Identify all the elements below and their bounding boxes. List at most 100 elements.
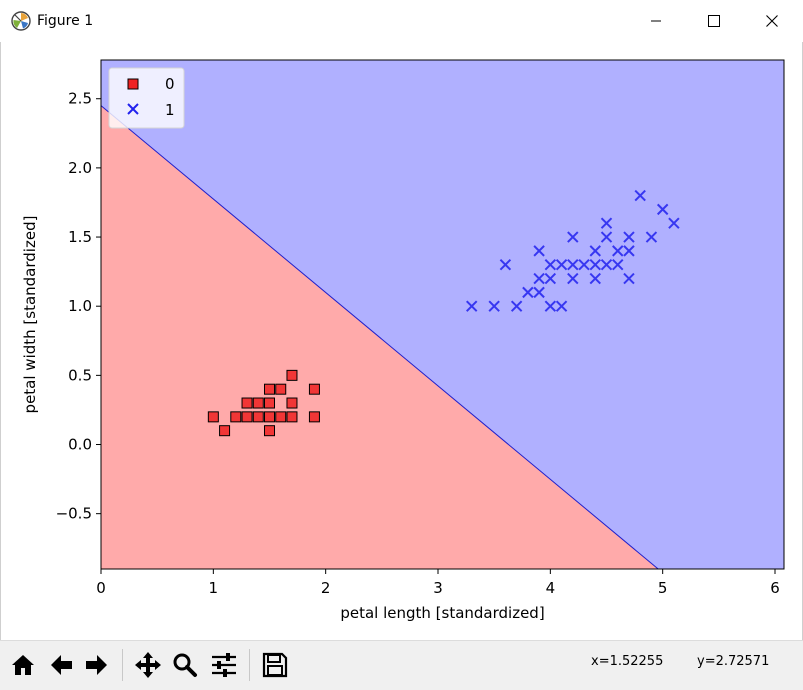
x-axis-ticks: 0 1 2 3 4 5 6 [96, 569, 780, 597]
cursor-y-readout: y=2.72571 [697, 654, 770, 669]
y-axis-label: petal width [standardized] [21, 216, 39, 414]
data-point-class-1 [623, 245, 635, 257]
data-point-class-0 [264, 397, 276, 409]
data-point-class-1 [499, 258, 512, 271]
legend-marker-square [127, 78, 139, 90]
save-button[interactable] [259, 648, 291, 682]
arrow-right-icon [86, 655, 107, 675]
y-tick-label: 0.5 [68, 366, 92, 384]
toolbar-separator [249, 649, 250, 681]
data-point-class-0 [286, 369, 298, 381]
title-bar: Figure 1 [0, 0, 803, 42]
minimize-button[interactable] [627, 0, 685, 42]
data-point-class-1 [600, 231, 613, 243]
data-point-class-0 [308, 383, 320, 395]
home-button[interactable] [7, 648, 39, 682]
decision-boundary-line [100, 105, 659, 570]
data-point-class-1 [567, 231, 579, 243]
close-button[interactable] [743, 0, 801, 42]
data-point-class-1 [522, 286, 534, 299]
axes-frame [100, 59, 785, 570]
data-point-class-0 [264, 383, 276, 395]
data-point-class-1 [600, 217, 613, 229]
configure-subplots-button[interactable] [208, 648, 240, 682]
data-point-class-0 [207, 411, 219, 423]
sliders-icon [212, 653, 236, 677]
data-point-class-1 [533, 272, 545, 285]
data-point-class-1 [600, 258, 613, 271]
data-point-class-1 [465, 300, 478, 312]
data-point-class-0 [286, 411, 298, 423]
pan-button[interactable] [132, 648, 164, 682]
x-tick-label: 5 [658, 579, 668, 597]
maximize-icon [708, 15, 720, 27]
x-tick-label: 4 [546, 579, 556, 597]
x-axis-label: petal length [standardized] [340, 604, 544, 622]
x-tick-label: 6 [770, 579, 780, 597]
cursor-x-readout: x=1.52255 [591, 654, 664, 669]
data-point-class-1 [544, 272, 557, 285]
data-point-class-1 [589, 245, 601, 257]
data-point-class-1 [555, 300, 568, 312]
data-point-class-1 [578, 258, 590, 271]
data-point-class-1 [645, 231, 658, 243]
data-point-class-1 [634, 189, 646, 202]
y-tick-label: −0.5 [56, 505, 92, 523]
data-point-class-1 [623, 231, 635, 243]
forward-button[interactable] [81, 648, 113, 682]
magnifier-icon [173, 653, 197, 677]
close-icon [766, 15, 778, 27]
data-point-class-1 [555, 258, 568, 271]
y-tick-label: 1.0 [68, 297, 92, 315]
data-point-class-0 [241, 411, 253, 423]
data-point-class-1 [533, 286, 545, 299]
data-point-class-1 [488, 300, 500, 312]
class-1-region [101, 60, 784, 569]
y-tick-label: 2.5 [68, 90, 92, 108]
data-point-class-0 [264, 425, 276, 437]
series-1-points [465, 189, 680, 312]
data-point-class-1 [589, 272, 601, 285]
data-point-class-1 [544, 258, 557, 271]
data-point-class-0 [308, 411, 320, 423]
data-point-class-1 [589, 258, 601, 271]
y-axis-ticks: −0.5 0.0 0.5 1.0 1.5 2.0 2.5 [56, 90, 101, 523]
data-point-class-0 [219, 425, 231, 437]
navigation-toolbar: x=1.52255 y=2.72571 [0, 640, 803, 690]
data-point-class-0 [252, 411, 264, 423]
x-tick-label: 2 [321, 579, 331, 597]
data-point-class-1 [567, 272, 579, 285]
move-icon [135, 652, 161, 678]
data-point-class-0 [252, 397, 264, 409]
toolbar-separator [122, 649, 123, 681]
data-point-class-0 [286, 397, 298, 409]
data-point-class-0 [275, 383, 287, 395]
arrow-left-icon [51, 655, 72, 675]
maximize-button[interactable] [685, 0, 743, 42]
data-point-class-1 [544, 300, 557, 312]
y-tick-label: 2.0 [68, 159, 92, 177]
home-icon [12, 655, 34, 675]
zoom-button[interactable] [169, 648, 201, 682]
y-tick-label: 1.5 [68, 228, 92, 246]
data-point-class-1 [656, 203, 669, 216]
legend-label-0: 0 [165, 75, 175, 93]
scatter-plot: 0 1 2 3 4 5 6 −0.5 0.0 0.5 1.0 1.5 2.0 2.5 petal len… [21, 59, 785, 622]
data-point-class-1 [567, 258, 579, 271]
floppy-disk-icon [262, 652, 288, 678]
data-point-class-1 [533, 245, 545, 257]
legend-label-1: 1 [165, 101, 175, 119]
back-button[interactable] [45, 648, 77, 682]
series-0-points [207, 369, 320, 437]
x-tick-label: 1 [209, 579, 219, 597]
matplotlib-icon [11, 11, 31, 31]
data-point-class-1 [612, 245, 624, 257]
data-point-class-0 [264, 411, 276, 423]
legend-marker-x [127, 103, 139, 115]
x-tick-label: 3 [433, 579, 443, 597]
y-tick-label: 0.0 [68, 436, 92, 454]
data-point-class-1 [510, 300, 523, 312]
figure-canvas[interactable]: 0 1 2 3 4 5 6 −0.5 0.0 0.5 1.0 1.5 2.0 2.5 petal len… [0, 42, 803, 640]
data-point-class-1 [623, 272, 635, 285]
data-point-class-0 [230, 411, 242, 423]
